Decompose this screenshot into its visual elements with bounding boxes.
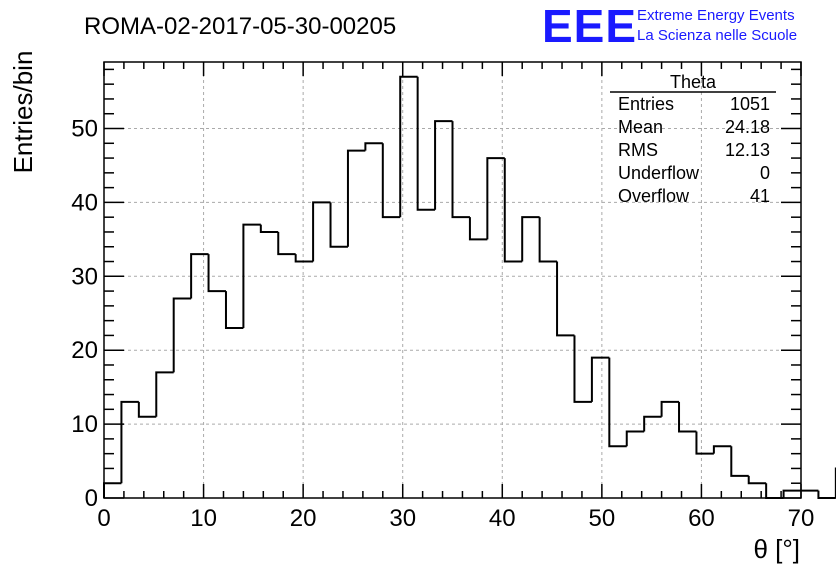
histogram-bin (782, 489, 801, 498)
stats-row-label: Underflow (618, 163, 700, 183)
histogram-bin (521, 216, 540, 262)
x-tick-label: 30 (389, 505, 416, 532)
stats-row-value: 1051 (730, 94, 770, 114)
histogram-bin (103, 482, 122, 498)
stats-row-label: Mean (618, 117, 663, 137)
histogram-bin (399, 75, 418, 218)
histogram-bin (538, 217, 558, 263)
y-tick-label: 40 (71, 189, 98, 216)
stats-row-value: 12.13 (725, 140, 770, 160)
histogram-bin (137, 401, 157, 418)
histogram-bin (364, 142, 383, 151)
x-tick-label: 0 (97, 505, 110, 532)
histogram-bin (259, 224, 279, 233)
histogram-bin (730, 446, 749, 477)
y-tick-label: 10 (71, 411, 98, 438)
logo-line-2: La Scienza nelle Scuole (637, 27, 797, 44)
histogram-bin (346, 149, 366, 247)
histogram-bin (224, 291, 244, 330)
histogram-bin (155, 371, 174, 417)
histogram-bin (747, 475, 767, 485)
histogram-bin (608, 357, 627, 448)
plot-frame (103, 61, 802, 499)
histogram-bin (678, 401, 697, 433)
eee-logo: EEE Extreme Energy Events La Scienza nel… (542, 0, 797, 52)
x-tick-label: 70 (788, 505, 815, 532)
x-tick-label: 50 (589, 505, 616, 532)
histogram-bin (643, 415, 662, 432)
histogram-bin (556, 261, 575, 337)
histogram-bin (329, 202, 348, 248)
histogram-bin (590, 356, 610, 402)
histogram-bin (207, 254, 226, 293)
stats-box-title: Theta (670, 72, 717, 92)
stats-row-value: 24.18 (725, 117, 770, 137)
histogram-bin (660, 400, 680, 417)
histogram-bin (451, 121, 470, 219)
y-tick-label: 30 (71, 263, 98, 290)
histogram-bin (434, 120, 453, 210)
histogram-bin (277, 231, 296, 256)
histogram-bars (103, 75, 836, 499)
y-tick-label: 20 (71, 337, 98, 364)
stats-box-rows: Entries 1051 Mean 24.18 RMS 12.13 Underflow 0 Ov… (618, 94, 770, 206)
y-tick-label: 0 (85, 485, 98, 512)
histogram-bin (312, 201, 331, 262)
chart-title: ROMA-02-2017-05-30-00205 (84, 13, 396, 40)
histogram-bin (416, 76, 436, 211)
y-tick-label: 50 (71, 116, 98, 143)
histogram-bin (625, 430, 645, 447)
histogram-bin (172, 297, 192, 373)
histogram-bin (817, 490, 836, 499)
histogram-bin (712, 445, 732, 454)
x-tick-label: 10 (190, 505, 217, 532)
histogram-bin (695, 431, 714, 455)
tick-labels: 0 10 20 30 40 50 60 70 0 10 20 30 40 50 (71, 116, 814, 532)
histogram-bin (573, 335, 592, 403)
eee-logo-mark: EEE (542, 0, 637, 52)
histogram-bin (120, 400, 139, 484)
stats-row-value: 41 (750, 186, 770, 206)
histogram-bin (294, 254, 314, 263)
stats-box: Theta Entries 1051 Mean 24.18 RMS 12.13 Underf… (610, 72, 776, 206)
stats-row-value: 0 (760, 163, 770, 183)
histogram-bin (468, 217, 488, 241)
stats-row-label: Overflow (618, 186, 690, 206)
histogram-bin (190, 253, 209, 299)
x-axis-label: θ [°] (753, 534, 800, 564)
histogram-bin (486, 157, 505, 240)
x-tick-label: 60 (688, 505, 715, 532)
histogram-bin (503, 158, 523, 263)
histogram-bin (381, 143, 401, 219)
x-tick-label: 20 (290, 505, 317, 532)
y-axis-label: Entries/bin (8, 51, 38, 174)
x-tick-label: 40 (489, 505, 516, 532)
histogram-bin (242, 223, 261, 329)
logo-line-1: Extreme Energy Events (637, 7, 795, 24)
stats-row-label: Entries (618, 94, 674, 114)
stats-row-label: RMS (618, 140, 658, 160)
